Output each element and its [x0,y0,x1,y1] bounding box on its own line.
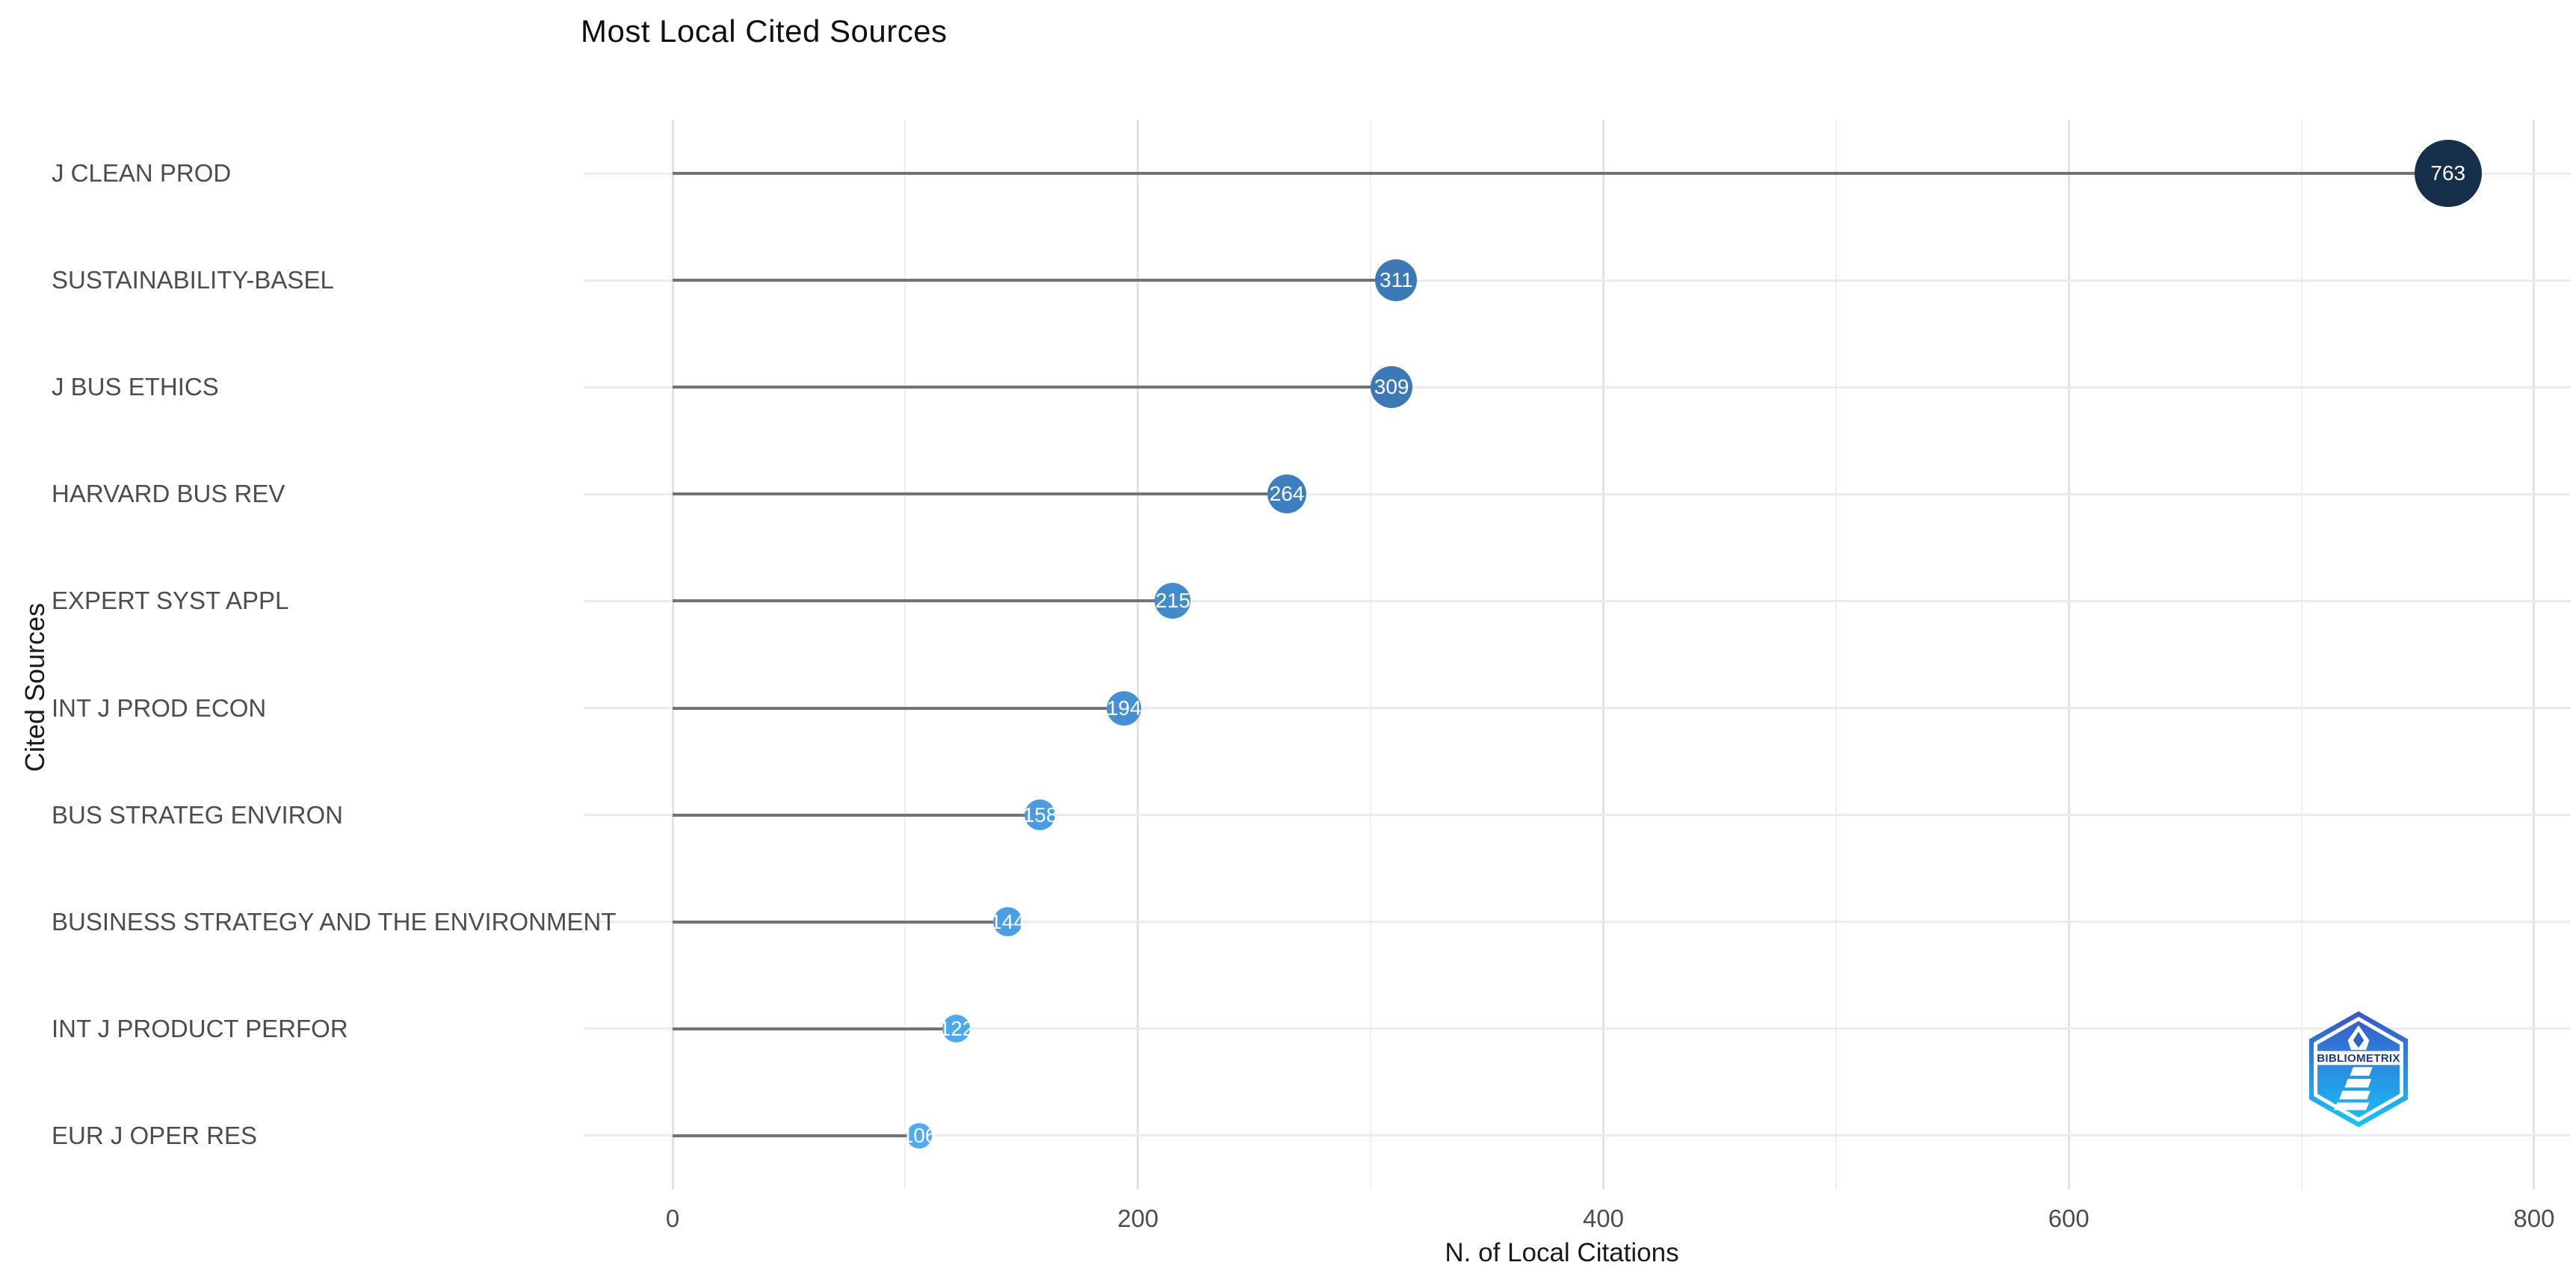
gridline-vertical-major [1601,120,1604,1190]
lollipop-stem [673,492,1288,496]
row-gridline [584,814,2571,817]
row-gridline [584,707,2571,709]
lollipop-dot: 122 [939,1015,974,1043]
logo-band-text: BIBLIOMETRIX [2317,1052,2400,1065]
y-axis-title: Cited Sources [19,602,50,773]
dot-value-label: 122 [939,1016,975,1040]
dot-value-label: 311 [1380,268,1413,292]
gridline-vertical-major [2067,120,2070,1190]
dot-value-label: 144 [990,909,1025,933]
dot-value-label: 264 [1269,482,1305,506]
lollipop-stem [673,813,1040,817]
logo-lighthouse-lantern-core [2353,1031,2365,1048]
dot-value-label: 309 [1374,375,1409,399]
row-gridline [584,492,2571,495]
dot-value-label: 194 [1106,696,1142,720]
category-label: EUR J OPER RES [52,1121,258,1149]
gridline-vertical-minor [904,120,906,1190]
x-tick-label: 200 [1117,1205,1159,1232]
x-axis-title: N. of Local Citations [1445,1238,1679,1267]
logo-lighthouse-base [2333,1102,2370,1110]
bibliometrix-logo: BIBLIOMETRIX [2308,1011,2409,1128]
row-gridline [584,279,2571,282]
logo-lighthouse-tier-3 [2339,1090,2370,1100]
lollipop-dot: 311 [1375,259,1418,302]
category-label: BUS STRATEG ENVIRON [52,800,343,829]
lollipop-dot: 264 [1267,474,1307,514]
lollipop-stem [673,1027,957,1030]
row-gridline [584,921,2571,924]
category-label: EXPERT SYST APPL [52,587,289,615]
gridline-vertical-minor [2300,120,2302,1190]
lollipop-stem [673,1134,920,1137]
category-label: BUSINESS STRATEGY AND THE ENVIRONMENT [52,907,617,936]
gridline-vertical-major [2533,120,2536,1190]
dot-value-label: 158 [1022,803,1058,826]
category-label: INT J PROD ECON [52,693,267,722]
gridline-vertical-major [671,120,674,1190]
row-gridline [584,386,2571,389]
x-tick-label: 400 [1582,1205,1624,1232]
lollipop-dot: 144 [990,907,1025,937]
dot-value-label: 763 [2430,161,2466,185]
gridline-vertical-minor [1370,120,1372,1190]
gridline-vertical-minor [1835,120,1837,1190]
lollipop-stem [673,920,1008,924]
category-label: J BUS ETHICS [52,373,219,401]
lollipop-dot: 158 [1022,800,1058,831]
lollipop-stem [673,279,1397,282]
category-label: INT J PRODUCT PERFOR [52,1014,348,1042]
lollipop-dot: 309 [1371,366,1413,409]
logo-lighthouse-tier-2 [2344,1078,2372,1088]
logo-hexagon-inner-border [2314,1016,2403,1122]
dot-value-label: 215 [1155,589,1190,613]
lollipop-stem [673,172,2448,175]
lollipop-dot: 215 [1155,583,1191,619]
row-gridline [584,1027,2571,1030]
gridline-vertical-major [1137,120,1140,1190]
logo-lighthouse-tier-1 [2350,1067,2373,1076]
category-label: HARVARD BUS REV [52,480,285,508]
lollipop-stem [673,706,1125,710]
category-label: SUSTAINABILITY-BASEL [52,266,334,294]
lollipop-stem [673,599,1173,603]
x-tick-label: 800 [2513,1205,2555,1232]
x-tick-label: 600 [2048,1205,2089,1232]
row-gridline [584,599,2571,602]
lollipop-dot: 106 [902,1122,936,1148]
lollipop-dot: 763 [2414,140,2482,207]
lollipop-dot: 194 [1106,690,1142,726]
chart-title: Most Local Cited Sources [581,13,948,49]
x-tick-label: 0 [665,1205,680,1232]
dot-value-label: 106 [901,1123,937,1147]
row-gridline [584,1134,2571,1137]
logo-band [2315,1051,2402,1066]
category-label: J CLEAN PROD [52,159,232,187]
lollipop-stem [673,386,1392,389]
